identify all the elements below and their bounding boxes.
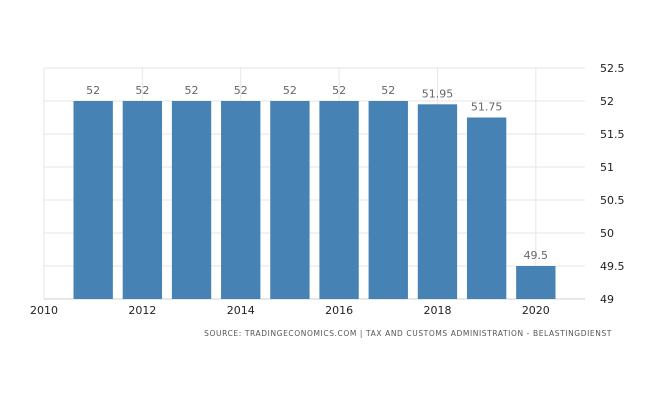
y-tick-label: 52.5: [600, 62, 625, 75]
data-label: 51.75: [471, 101, 503, 114]
y-tick-label: 51: [600, 161, 614, 174]
data-label: 49.5: [524, 249, 549, 262]
data-label: 52: [381, 84, 395, 97]
y-axis: 49 49.5 50 50.5 51 51.5 52 52.5: [600, 62, 625, 306]
data-label: 52: [332, 84, 346, 97]
x-tick-label: 2012: [128, 304, 156, 317]
x-tick-label: 2018: [423, 304, 451, 317]
y-tick-label: 49.5: [600, 260, 625, 273]
x-tick-label: 2020: [522, 304, 550, 317]
data-label: 52: [135, 84, 149, 97]
bar: [73, 101, 113, 299]
data-label: 52: [86, 84, 100, 97]
data-labels: 52 52 52 52 52 52 52 51.95 51.75 49.5: [86, 84, 548, 262]
bar: [221, 101, 261, 299]
x-tick-label: 2014: [227, 304, 255, 317]
y-tick-label: 50: [600, 227, 614, 240]
y-tick-label: 52: [600, 95, 614, 108]
y-tick-label: 51.5: [600, 128, 625, 141]
x-tick-label: 2016: [325, 304, 353, 317]
bars: [73, 101, 556, 299]
data-label: 51.95: [422, 87, 454, 100]
bar: [516, 266, 556, 299]
data-label: 52: [234, 84, 248, 97]
bar: [319, 101, 359, 299]
x-axis: 2010 2012 2014 2016 2018 2020: [30, 304, 550, 317]
bar: [417, 104, 458, 299]
source-note: SOURCE: TRADINGECONOMICS.COM | TAX AND C…: [204, 329, 612, 338]
bar: [171, 101, 212, 299]
y-tick-label: 50.5: [600, 194, 625, 207]
bar: [466, 117, 507, 299]
x-tick-label: 2010: [30, 304, 58, 317]
bar: [368, 101, 408, 299]
data-label: 52: [185, 84, 199, 97]
y-tick-label: 49: [600, 293, 614, 306]
bar: [270, 101, 310, 299]
data-label: 52: [283, 84, 297, 97]
bar: [122, 101, 163, 299]
